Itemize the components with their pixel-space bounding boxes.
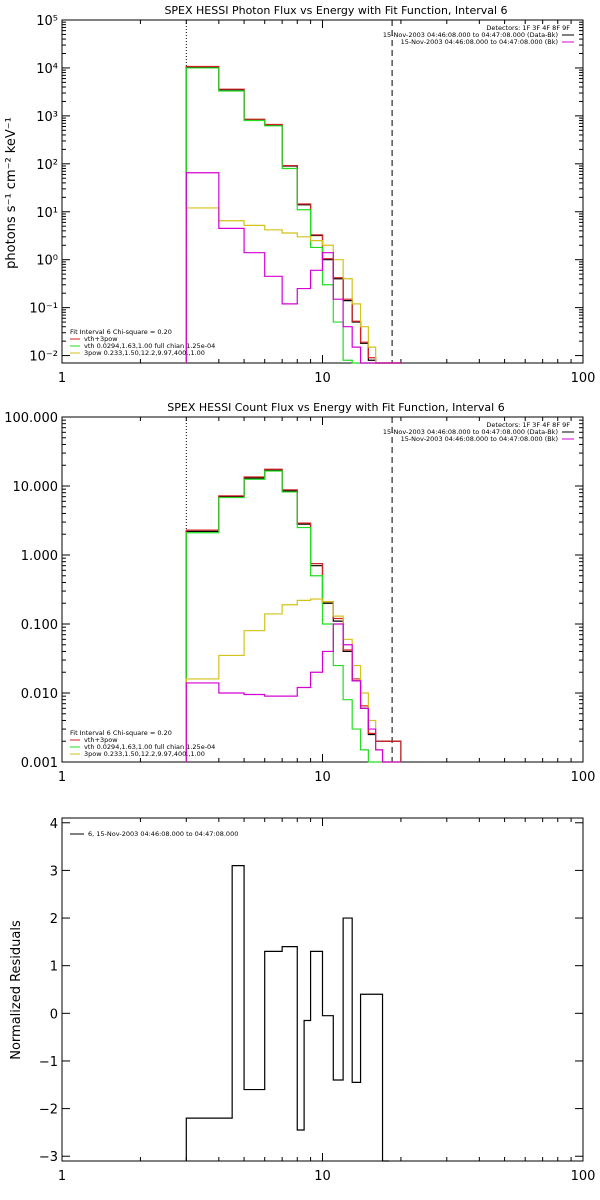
photon-y-tick-label: 10¹ (36, 206, 58, 221)
photon-fit-legend-entry-1: vth+3pow (84, 335, 118, 343)
photon-data-legend-entry-2: 15-Nov-2003 04:46:08.000 to 04:47:08.000… (401, 38, 558, 46)
count-x-tick-label: 1 (58, 770, 66, 785)
residuals-y-tick-label: −2 (39, 1103, 58, 1118)
photon-y-axis-label: photons s⁻¹ cm⁻² keV⁻¹ (4, 117, 19, 269)
residuals-series (185, 865, 389, 1162)
photon-chart-title: SPEX HESSI Photon Flux vs Energy with Fi… (164, 4, 507, 17)
photon-fit-legend: Fit Interval 6 Chi-square = 0.20 vth+3po… (70, 328, 215, 357)
photon-fit-legend-title: Fit Interval 6 Chi-square = 0.20 (70, 328, 172, 336)
photon-y-tick-label: 10³ (36, 110, 58, 125)
residuals-y-tick-label: 2 (50, 912, 58, 927)
residuals-y-tick-label: 0 (50, 1007, 58, 1022)
count-chart-title: SPEX HESSI Count Flux vs Energy with Fit… (167, 401, 504, 414)
photon-plot-frame (61, 19, 584, 364)
count-flux-panel: SPEX HESSI Count Flux vs Energy with Fit… (4, 401, 595, 785)
count-series-line-1 (185, 469, 402, 762)
count-fit-legend-entry-2: vth 0.0294,1.63,1.00 full chian 1.25e-04 (84, 743, 215, 751)
count-fit-legend-entry-1: vth+3pow (84, 736, 118, 744)
photon-series-line-5 (185, 172, 401, 364)
photon-x-tick-label: 1 (58, 371, 66, 386)
photon-y-tick-label: 10² (36, 158, 58, 173)
count-x-tick-label: 10 (314, 770, 331, 785)
residuals-x-tick-label: 1 (58, 1169, 66, 1184)
photon-y-ticks: 10⁻² 10⁻¹ 10⁰ 10¹ 10² 10³ 10⁴ 10⁵ (29, 14, 583, 365)
photon-flux-panel: SPEX HESSI Photon Flux vs Energy with Fi… (4, 4, 595, 386)
photon-data-legend-entry-1: 15-Nov-2003 04:46:08.000 to 04:47:08.000… (383, 31, 558, 39)
count-fit-legend-title: Fit Interval 6 Chi-square = 0.20 (70, 729, 172, 737)
count-series (185, 468, 402, 763)
photon-series-line-4 (185, 207, 401, 364)
photon-fit-legend-entry-2: vth 0.0294,1.63,1.00 full chian 1.25e-04 (84, 342, 215, 350)
photon-y-tick-label: 10⁵ (36, 14, 58, 29)
residuals-y-tick-label: 3 (50, 864, 58, 879)
count-y-tick-label: 10.000 (13, 480, 59, 495)
photon-series (185, 65, 401, 364)
count-data-legend: Detectors: 1F 3F 4F 8F 9F 15-Nov-2003 04… (383, 421, 574, 443)
residuals-y-axis-label: Normalized Residuals (9, 920, 24, 1060)
photon-fit-legend-entry-3: 3pow 0.233,1.50,12.2,9.97,400.,1.00 (84, 349, 205, 357)
photon-y-tick-label: 10⁰ (36, 254, 58, 269)
count-x-tick-label: 100 (571, 770, 596, 785)
photon-x-tick-label: 10 (314, 371, 331, 386)
photon-detectors-text: Detectors: 1F 3F 4F 8F 9F (486, 24, 570, 32)
count-fit-legend: Fit Interval 6 Chi-square = 0.20 vth+3po… (70, 729, 215, 758)
count-series-line-4 (185, 598, 401, 763)
count-y-tick-label: 1.000 (21, 549, 58, 564)
count-detectors-text: Detectors: 1F 3F 4F 8F 9F (486, 421, 570, 429)
count-series-line-5 (185, 623, 401, 763)
residuals-legend-text: 6, 15-Nov-2003 04:46:08.000 to 04:47:08.… (88, 830, 238, 838)
residuals-x-tick-label: 10 (314, 1169, 331, 1184)
count-data-legend-entry-1: 15-Nov-2003 04:46:08.000 to 04:47:08.000… (383, 428, 558, 436)
count-y-tick-label: 0.010 (21, 687, 58, 702)
residuals-x-tick-label: 100 (571, 1169, 596, 1184)
photon-x-ticks: 1 10 100 (58, 20, 596, 386)
count-energy-markers (185, 417, 393, 762)
count-y-tick-label: 0.001 (21, 756, 58, 771)
photon-energy-markers (185, 20, 393, 363)
count-y-tick-label: 0.100 (21, 618, 58, 633)
count-y-ticks: 0.001 0.010 0.100 1.000 10.000 100.000 (4, 411, 583, 771)
residuals-x-ticks: 1 10 100 (58, 818, 596, 1184)
count-data-legend-entry-2: 15-Nov-2003 04:46:08.000 to 04:47:08.000… (401, 435, 558, 443)
residuals-y-tick-label: 4 (50, 817, 58, 832)
count-fit-legend-entry-3: 3pow 0.233,1.50,12.2,9.97,400.,1.00 (84, 750, 205, 758)
residuals-y-tick-label: −3 (39, 1150, 58, 1165)
photon-y-tick-label: 10⁻¹ (29, 302, 58, 317)
photon-y-tick-label: 10⁻² (29, 350, 58, 365)
residuals-y-tick-label: −1 (39, 1055, 58, 1070)
residuals-histogram-line (185, 865, 389, 1162)
photon-x-tick-label: 100 (571, 371, 596, 386)
count-y-tick-label: 100.000 (4, 411, 58, 426)
photon-data-legend: Detectors: 1F 3F 4F 8F 9F 15-Nov-2003 04… (383, 24, 574, 46)
residuals-y-tick-label: 1 (50, 960, 58, 975)
photon-y-tick-label: 10⁴ (36, 62, 58, 77)
residuals-y-ticks: −3 −2 −1 0 1 2 3 4 (39, 817, 583, 1165)
